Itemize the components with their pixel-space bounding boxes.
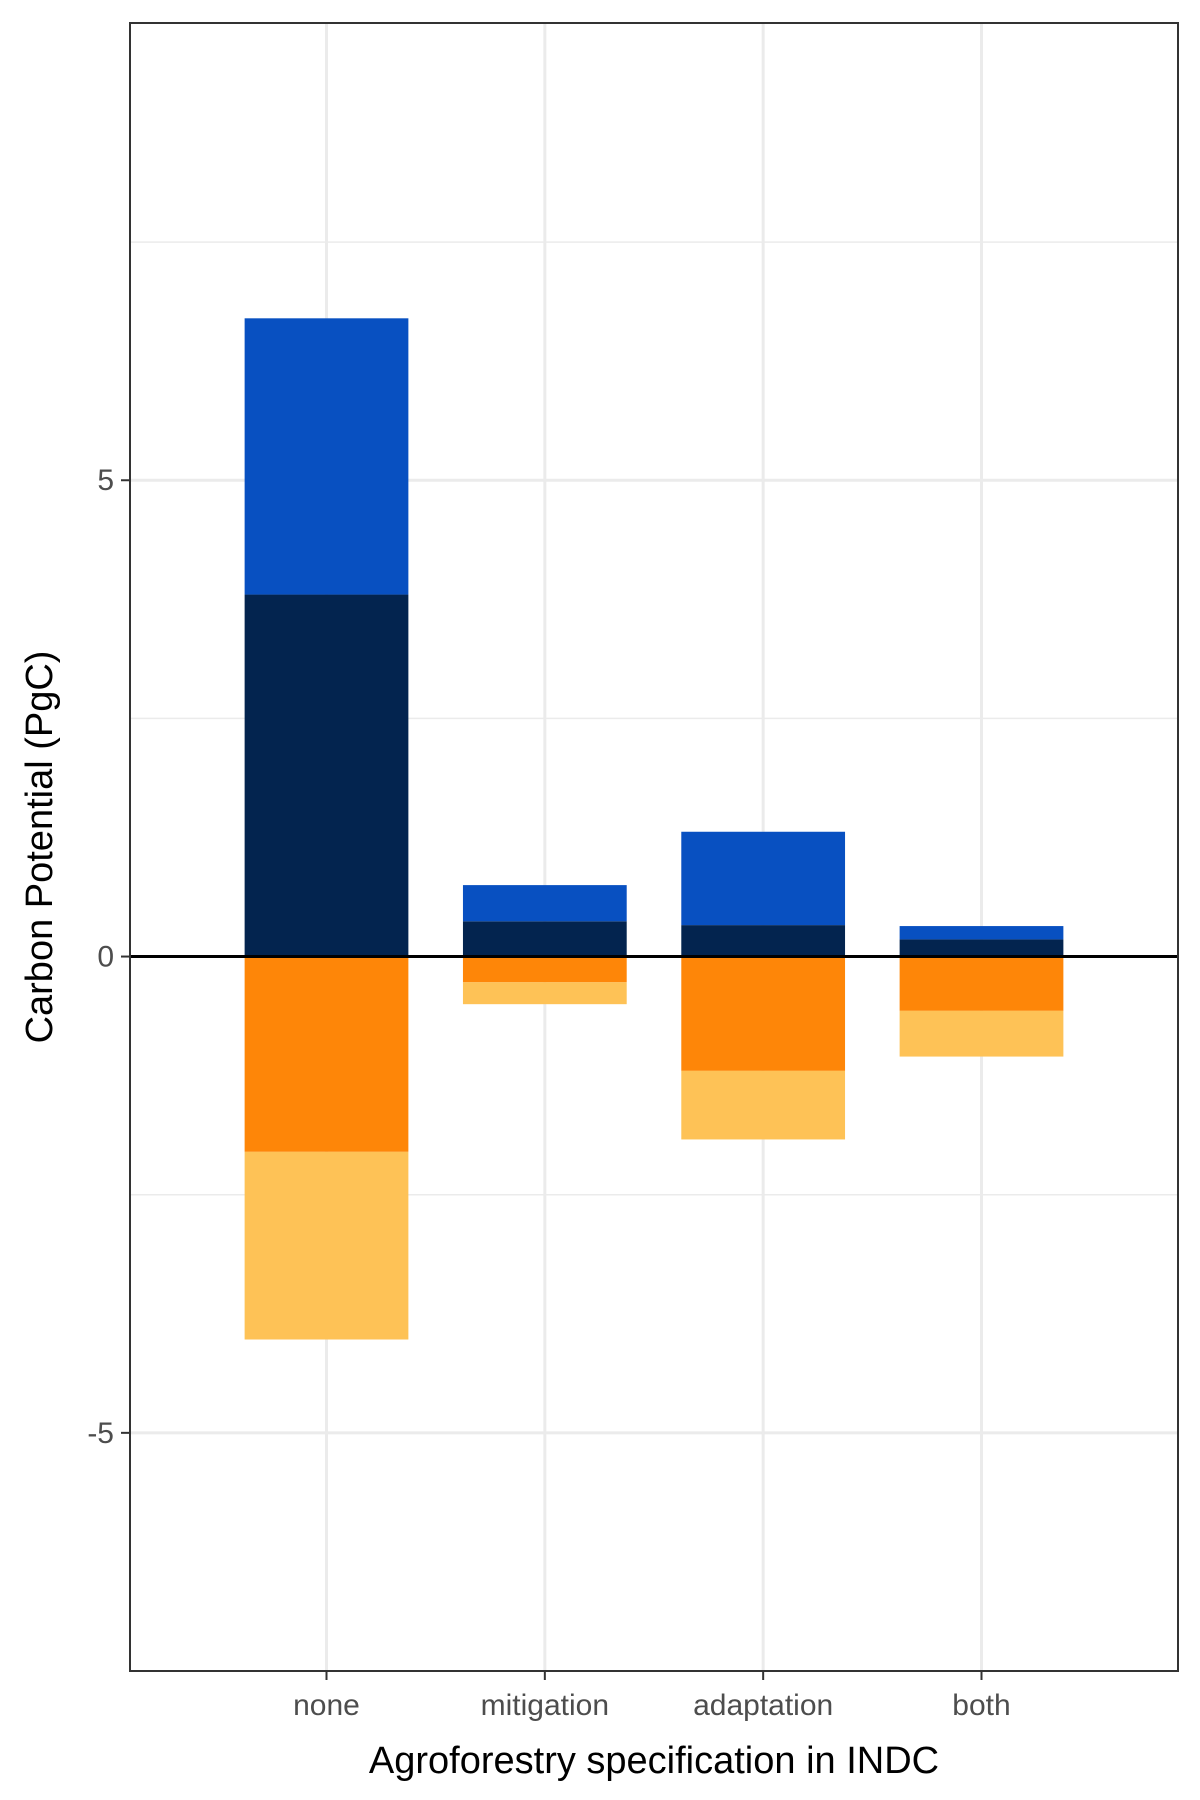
bar-adaptation-segment-1 xyxy=(681,925,846,957)
bar-none-segment-4 xyxy=(244,1151,409,1340)
bar-both-segment-1 xyxy=(899,939,1064,957)
bar-mitigation-segment-1 xyxy=(462,921,627,957)
y-axis-title: Carbon Potential (PgC) xyxy=(19,651,61,1044)
x-tick-label-mitigation: mitigation xyxy=(481,1689,609,1722)
bars xyxy=(244,318,1064,1340)
y-tick-label: 0 xyxy=(97,941,114,974)
x-tick-label-adaptation: adaptation xyxy=(693,1689,833,1722)
bar-adaptation-segment-3 xyxy=(681,956,846,1071)
y-axis: -5 0 5 xyxy=(87,464,130,1450)
x-tick-label-both: both xyxy=(952,1689,1010,1722)
x-axis: none mitigation adaptation both xyxy=(293,1671,1011,1722)
bar-none-segment-2 xyxy=(244,318,409,595)
bar-both-segment-4 xyxy=(899,1010,1064,1057)
bar-mitigation-segment-2 xyxy=(462,885,627,922)
y-tick-label: -5 xyxy=(87,1417,114,1450)
x-axis-title: Agroforestry specification in INDC xyxy=(369,1740,939,1782)
bar-adaptation-segment-2 xyxy=(681,831,846,926)
x-tick-label-none: none xyxy=(293,1689,360,1722)
bar-mitigation-segment-3 xyxy=(462,956,627,983)
bar-both-segment-2 xyxy=(899,926,1064,940)
bar-both-segment-3 xyxy=(899,956,1064,1011)
bar-mitigation-segment-4 xyxy=(462,982,627,1005)
y-tick-label: 5 xyxy=(97,464,114,497)
bar-none-segment-1 xyxy=(244,594,409,957)
plot-border xyxy=(129,22,1179,1672)
bar-adaptation-segment-4 xyxy=(681,1070,846,1140)
bar-none-segment-3 xyxy=(244,956,409,1152)
